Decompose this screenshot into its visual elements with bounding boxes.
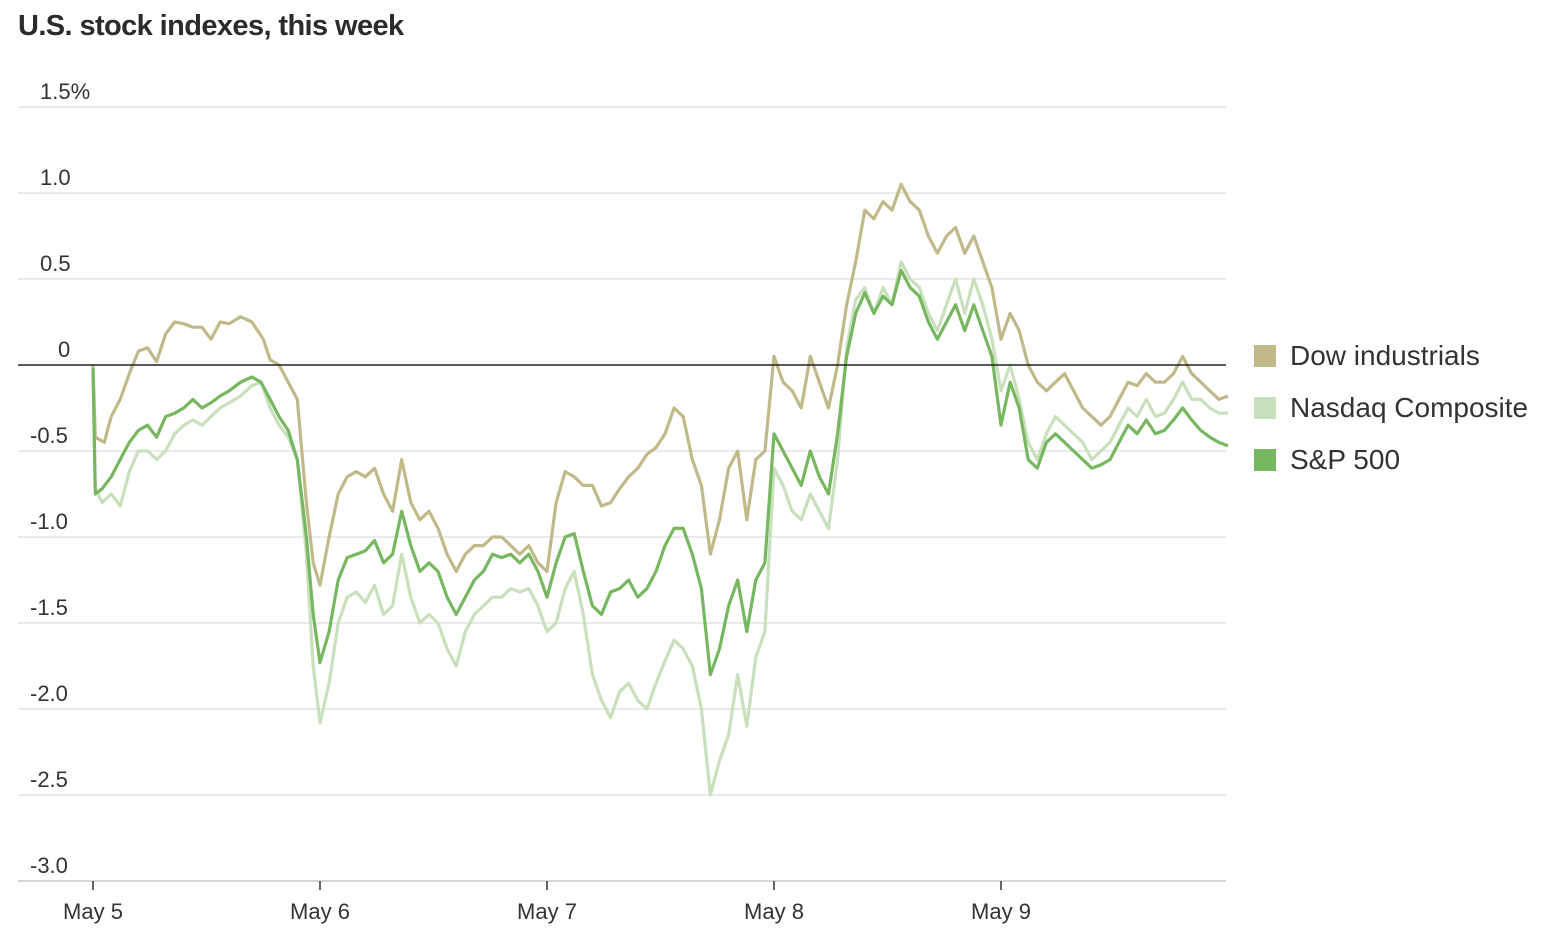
legend-item: Dow industrials [1254,330,1528,382]
y-tick-label: -1.5 [30,595,68,620]
x-tick-label: May 9 [971,899,1031,924]
legend-swatch [1254,345,1276,367]
x-tick-label: May 8 [744,899,804,924]
gridlines [18,106,1226,882]
legend-label: Dow industrials [1290,340,1480,371]
y-tick-label: -3.0 [30,853,68,878]
x-tick-label: May 7 [517,899,577,924]
legend-swatch [1254,397,1276,419]
legend-label: Nasdaq Composite [1290,392,1529,423]
legend-item: S&P 500 [1254,434,1528,486]
series-lines [91,182,1229,797]
series-line-s-p-500 [91,268,1229,677]
y-tick-label: -2.0 [30,681,68,706]
y-tick-label: 1.5% [40,79,90,104]
y-tick-label: -2.5 [30,767,68,792]
series-line-nasdaq-composite [91,260,1228,797]
x-tick-label: May 5 [63,899,123,924]
x-tick-label: May 6 [290,899,350,924]
y-tick-label: 0 [58,337,70,362]
y-tick-label: 0.5 [40,251,71,276]
legend-label: S&P 500 [1290,444,1401,475]
legend-swatch [1254,449,1276,471]
y-tick-label: 1.0 [40,165,71,190]
y-tick-label: -1.0 [30,509,68,534]
legend-item: Nasdaq Composite [1254,382,1528,434]
chart-title: U.S. stock indexes, this week [18,10,404,42]
y-tick-label: -0.5 [30,423,68,448]
legend: Dow industrials Nasdaq Composite S&P 500 [1254,330,1528,486]
x-axis: May 5 May 6 May 7 May 8 May 9 [18,880,1226,924]
y-axis-labels: 1.5% 1.0 0.5 0 -0.5 -1.0 -1.5 -2.0 -2.5 -3.0 [30,79,90,878]
